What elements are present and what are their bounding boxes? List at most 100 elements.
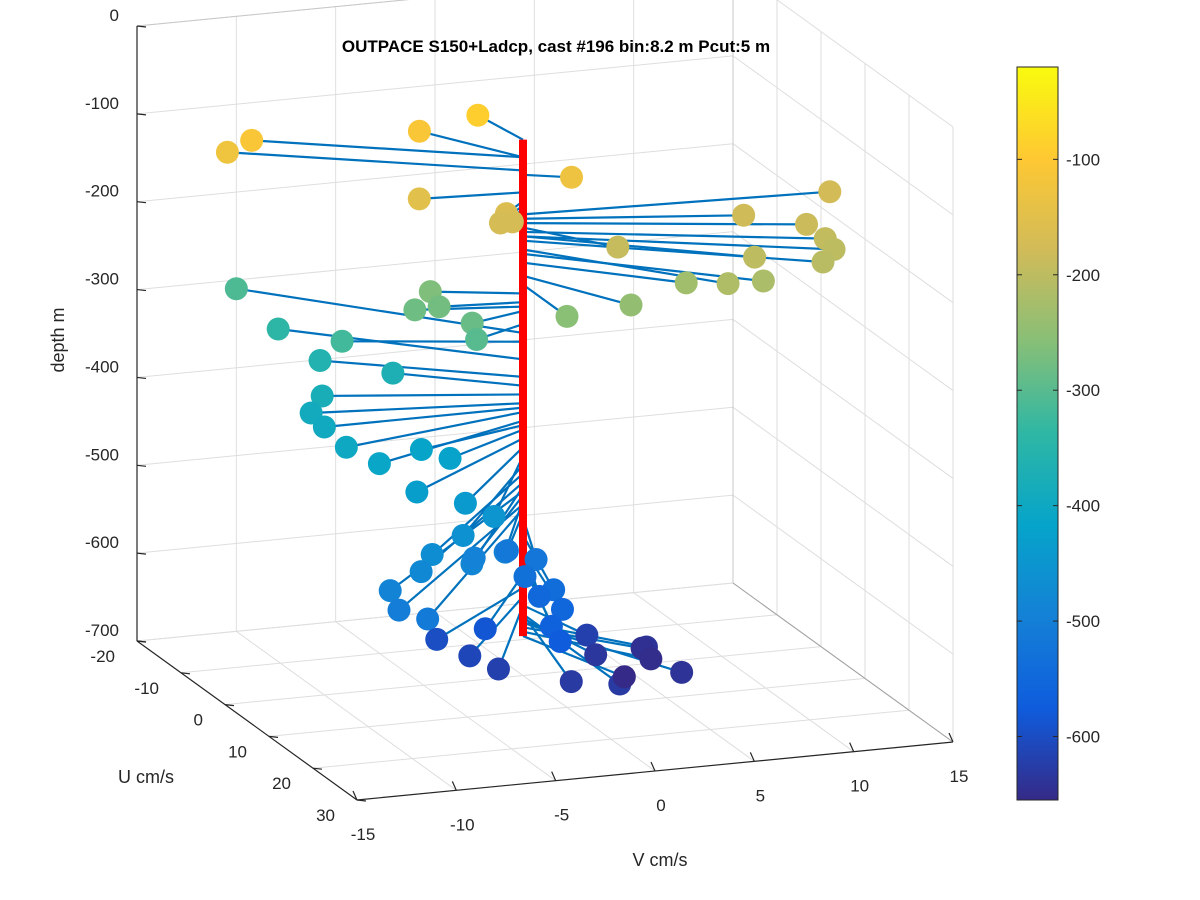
data-point — [488, 211, 512, 235]
u-axis-line — [136, 640, 358, 801]
data-point — [330, 329, 354, 353]
colorbar-tick-label: -400 — [1066, 497, 1100, 516]
data-point — [612, 665, 636, 689]
grid-line-z-back — [136, 494, 734, 554]
grid-line-z-back — [136, 143, 734, 203]
velocity-stick — [278, 327, 524, 361]
depth-tick-label: -500 — [85, 445, 119, 464]
grid-line-z-side — [776, 0, 954, 128]
data-point — [550, 597, 574, 621]
velocity-stick — [251, 139, 524, 159]
depth-tick-mark — [136, 201, 147, 204]
data-point — [458, 644, 482, 668]
u-tick-mark — [356, 799, 367, 802]
v-tick-label: 10 — [850, 777, 869, 796]
plot-box: -15-10-5051015-20-1001020300-100-200-300… — [85, 0, 968, 844]
data-point — [308, 349, 332, 373]
velocity-stick — [436, 586, 524, 641]
data-point — [811, 250, 835, 274]
data-point — [409, 560, 433, 584]
data-point — [495, 539, 519, 563]
data-point — [548, 630, 572, 654]
data-point — [716, 272, 740, 296]
v-tick-label: 5 — [756, 786, 765, 805]
data-point — [407, 119, 431, 143]
data-point — [606, 235, 630, 259]
grid-line-v-floor — [236, 630, 457, 791]
data-point — [427, 295, 451, 319]
velocity-stick — [522, 214, 744, 220]
data-point — [266, 317, 290, 341]
velocity-stick — [346, 410, 524, 449]
velocity-stick — [419, 191, 524, 200]
grid-line-z-back — [136, 55, 734, 115]
data-point — [466, 103, 490, 127]
colorbar-tick-label: -300 — [1066, 381, 1100, 400]
depth-tick-mark — [136, 376, 147, 380]
v-tick-mark — [849, 742, 855, 752]
velocity-stick — [392, 371, 524, 387]
grid-line-u-floor — [224, 646, 822, 706]
data-point — [751, 269, 775, 293]
depth-tick-label: 0 — [110, 6, 119, 25]
data-point — [482, 505, 506, 529]
velocity-stick — [522, 635, 625, 678]
velocity-stick — [522, 222, 807, 226]
velocity-stick — [416, 437, 524, 493]
data-point — [367, 452, 391, 476]
axis-box-edge — [136, 0, 410, 27]
data-point — [409, 438, 433, 462]
data-point — [818, 180, 842, 204]
grid-line-z-side — [732, 494, 954, 655]
velocity-stick — [311, 402, 524, 415]
data-point — [387, 598, 411, 622]
data-point — [619, 293, 643, 317]
u-tick-label: -20 — [90, 647, 115, 666]
data-point — [425, 627, 449, 651]
data-point — [473, 617, 497, 641]
depth-tick-label: -600 — [85, 533, 119, 552]
depth-tick-mark — [136, 25, 147, 28]
v-tick-mark — [749, 752, 755, 762]
data-point — [584, 643, 608, 667]
grid-line-z-back — [136, 406, 734, 466]
depth-tick-mark — [136, 113, 147, 116]
data-point — [416, 607, 440, 631]
data-point — [527, 584, 551, 608]
depth-tick-label: -100 — [85, 94, 119, 113]
v-tick-label: -5 — [554, 806, 569, 825]
data-point — [224, 277, 248, 301]
grid-line-u-floor — [312, 709, 910, 769]
depth-tick-mark — [136, 640, 147, 643]
grid-line-v-floor — [434, 611, 656, 772]
u-tick-mark — [180, 672, 191, 675]
grid-line-z-side — [732, 319, 954, 479]
data-point — [743, 245, 767, 269]
data-point — [670, 660, 694, 684]
tick-labels: -15-10-5051015-20-1001020300-100-200-300… — [85, 6, 968, 844]
data-point — [405, 480, 429, 504]
z-axis-label: depth m — [48, 307, 68, 372]
grid-line-z-side — [732, 55, 954, 216]
data-point — [462, 546, 486, 570]
data-point — [420, 543, 444, 567]
u-tick-label: 0 — [194, 711, 203, 730]
velocity-stick — [324, 406, 524, 429]
colorbar-gradient — [1016, 66, 1059, 801]
data-point — [381, 361, 405, 385]
data-point — [575, 623, 599, 647]
velocity-stick — [322, 393, 524, 398]
velocity-stick — [522, 261, 687, 284]
data-point — [513, 565, 537, 589]
depth-tick-label: -300 — [85, 270, 119, 289]
velocity-stick — [522, 239, 824, 264]
u-tick-mark — [312, 767, 323, 770]
data-point — [438, 446, 462, 470]
velocity-stick — [464, 446, 524, 505]
v-tick-label: 15 — [950, 767, 969, 786]
data-point — [560, 165, 584, 189]
data-point — [215, 140, 239, 164]
velocity-stick — [439, 301, 524, 308]
velocity-stick — [522, 274, 632, 307]
grid-line-z-side — [732, 143, 954, 304]
